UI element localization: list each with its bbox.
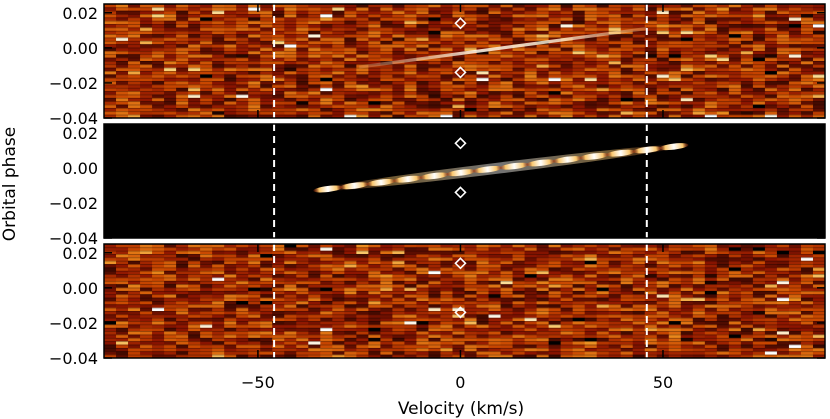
x-axis-label: Velocity (km/s) [398, 399, 524, 419]
y-tick-label: −0.04 [49, 229, 98, 248]
noise-map [104, 4, 825, 118]
y-tick-label: 0.02 [62, 244, 98, 263]
panel-frame [103, 243, 826, 359]
x-tick-label: 50 [653, 373, 673, 392]
y-tick-label: 0.00 [62, 279, 98, 298]
panel-top: −0.04 −0.02 0.00 0.02 [49, 3, 826, 128]
diamond-marker [454, 137, 467, 150]
diamond-marker [454, 306, 467, 319]
panels-group: −0.04−0.020.000.02−0.04−0.020.000.02−0.0… [49, 3, 826, 368]
y-tick-label: −0.02 [49, 74, 98, 93]
signal-track [313, 143, 689, 193]
y-tick-label: 0.00 [62, 159, 98, 178]
panel-bottom: −0.04 −0.02 0.00 0.02 [49, 243, 826, 368]
panel-background [104, 124, 825, 238]
y-tick-label: 0.02 [62, 4, 98, 23]
signal-track [358, 26, 648, 69]
x-tick-label: 0 [455, 373, 465, 392]
panel-frame [103, 123, 826, 239]
panel-frame [103, 3, 826, 119]
diamond-marker [454, 257, 467, 270]
x-tick-label: −50 [241, 373, 275, 392]
x-axis: −50 0 50 [241, 373, 673, 392]
y-tick-label: 0.00 [62, 39, 98, 58]
y-tick-label: −0.02 [49, 314, 98, 333]
y-tick-label: −0.02 [49, 194, 98, 213]
noise-map [104, 244, 825, 358]
y-tick-label: −0.04 [49, 109, 98, 128]
diamond-marker [454, 66, 467, 79]
y-axis-label: Orbital phase [0, 127, 20, 241]
panel-middle: −0.04 −0.02 0.00 0.02 [49, 123, 826, 248]
y-tick-label: −0.04 [49, 349, 98, 368]
diamond-marker [454, 17, 467, 30]
diamond-marker [454, 186, 467, 199]
y-tick-label: 0.02 [62, 124, 98, 143]
